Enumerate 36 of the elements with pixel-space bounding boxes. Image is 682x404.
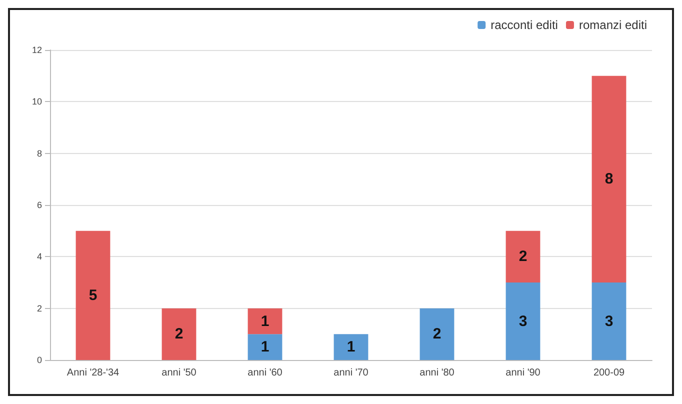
- data-label: 3: [518, 312, 528, 330]
- bar: [506, 230, 540, 282]
- x-tick-label: anni '70: [334, 368, 369, 378]
- x-tick-label: anni '90: [506, 368, 541, 378]
- y-tick-label: 4: [36, 252, 42, 262]
- data-label: 8: [604, 170, 614, 188]
- bar: [506, 282, 540, 360]
- data-label: 1: [346, 338, 356, 356]
- bar: [592, 282, 626, 360]
- bar: [592, 76, 626, 282]
- bar: [248, 308, 282, 334]
- bar: [162, 308, 196, 360]
- legend-label: racconti editi: [490, 18, 558, 32]
- data-label: 2: [432, 326, 442, 343]
- bar: [76, 230, 110, 360]
- y-tick-label: 2: [36, 303, 42, 314]
- y-tick-label: 8: [36, 148, 42, 158]
- x-tick-label: 200-09: [593, 368, 626, 378]
- data-label: 3: [604, 312, 614, 330]
- bar: [334, 334, 368, 360]
- y-tick-label: 0: [36, 355, 42, 365]
- data-label: 2: [518, 248, 528, 266]
- y-tick-label: 6: [36, 200, 42, 210]
- bar: [420, 308, 454, 360]
- legend-label: romanzi editi: [578, 18, 648, 32]
- x-tick-label: anni '80: [420, 368, 455, 378]
- data-label: 1: [260, 338, 270, 356]
- x-tick-label: anni '60: [248, 368, 283, 378]
- y-tick-label: 12: [32, 45, 42, 55]
- data-label: 2: [174, 326, 184, 343]
- x-tick-label: anni '50: [162, 368, 197, 378]
- data-label: 5: [88, 286, 98, 304]
- x-tick-label: Anni '28-'34: [66, 368, 120, 378]
- bar: [248, 334, 282, 360]
- y-tick-label: 10: [32, 96, 42, 107]
- data-label: 1: [260, 312, 270, 330]
